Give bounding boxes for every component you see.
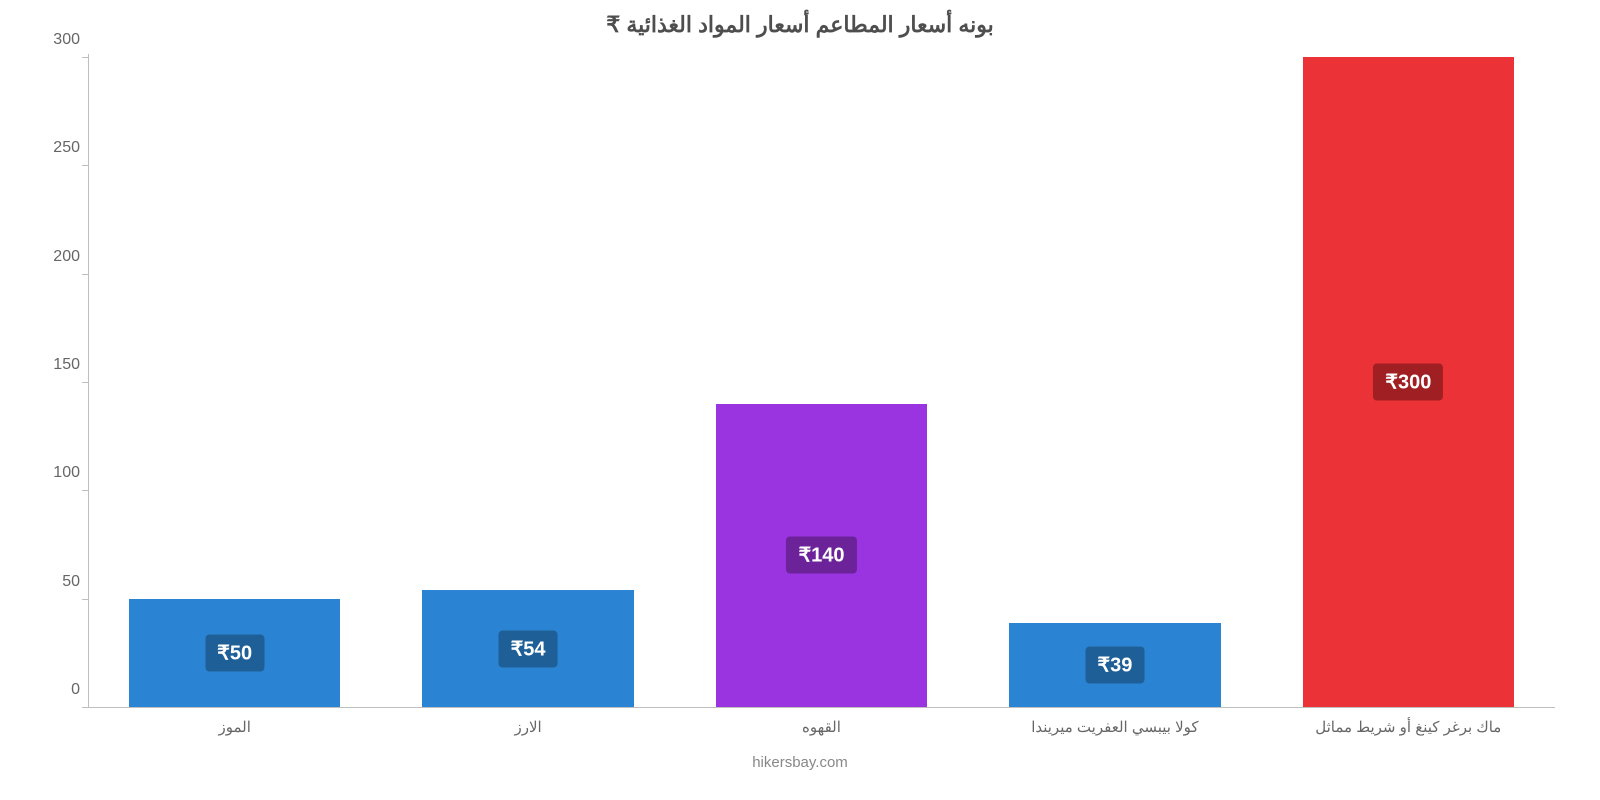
bars-group: ₹300 ₹39 ₹140 ₹54 ₹50 bbox=[88, 58, 1555, 708]
bar-value-label: ₹50 bbox=[205, 634, 264, 671]
y-tick-label: 100 bbox=[30, 464, 88, 482]
bar-slot: ₹300 bbox=[1262, 58, 1555, 708]
bar: ₹300 bbox=[1303, 57, 1514, 707]
bar-slot: ₹54 bbox=[381, 58, 674, 708]
bar: ₹54 bbox=[422, 590, 633, 707]
x-category-label: الارز bbox=[381, 708, 674, 748]
bar: ₹39 bbox=[1009, 623, 1220, 708]
y-tick-label: 50 bbox=[30, 573, 88, 591]
bar-slot: ₹39 bbox=[968, 58, 1261, 708]
plot-area: ₹300 ₹39 ₹140 ₹54 ₹50 bbox=[88, 58, 1555, 708]
chart-footer: hikersbay.com bbox=[752, 754, 848, 771]
bar: ₹140 bbox=[716, 404, 927, 707]
chart-title: بونه أسعار المطاعم أسعار المواد الغذائية… bbox=[606, 12, 994, 38]
bar: ₹50 bbox=[129, 599, 340, 707]
bar-slot: ₹140 bbox=[675, 58, 968, 708]
bar-value-label: ₹54 bbox=[499, 630, 558, 667]
y-tick-label: 300 bbox=[30, 31, 88, 49]
y-tick-label: 250 bbox=[30, 139, 88, 157]
bar-value-label: ₹39 bbox=[1085, 646, 1144, 683]
bar-slot: ₹50 bbox=[88, 58, 381, 708]
y-tick-label: 150 bbox=[30, 356, 88, 374]
x-category-label: ماك برغر كينغ أو شريط مماثل bbox=[1262, 708, 1555, 748]
bar-value-label: ₹140 bbox=[786, 537, 856, 574]
x-category-label: الموز bbox=[88, 708, 381, 748]
y-tick-label: 200 bbox=[30, 248, 88, 266]
bar-value-label: ₹300 bbox=[1373, 364, 1443, 401]
y-tick-label: 0 bbox=[30, 681, 88, 699]
chart-container: 050100150200250300 ₹300₹39₹140₹54₹50 ماك… bbox=[30, 48, 1570, 748]
x-category-label: كولا بيبسي العفريت ميريندا bbox=[968, 708, 1261, 748]
y-axis: 050100150200250300 bbox=[30, 58, 88, 708]
x-category-label: القهوه bbox=[675, 708, 968, 748]
x-axis-labels: ماك برغر كينغ أو شريط مماثلكولا بيبسي ال… bbox=[88, 708, 1555, 748]
